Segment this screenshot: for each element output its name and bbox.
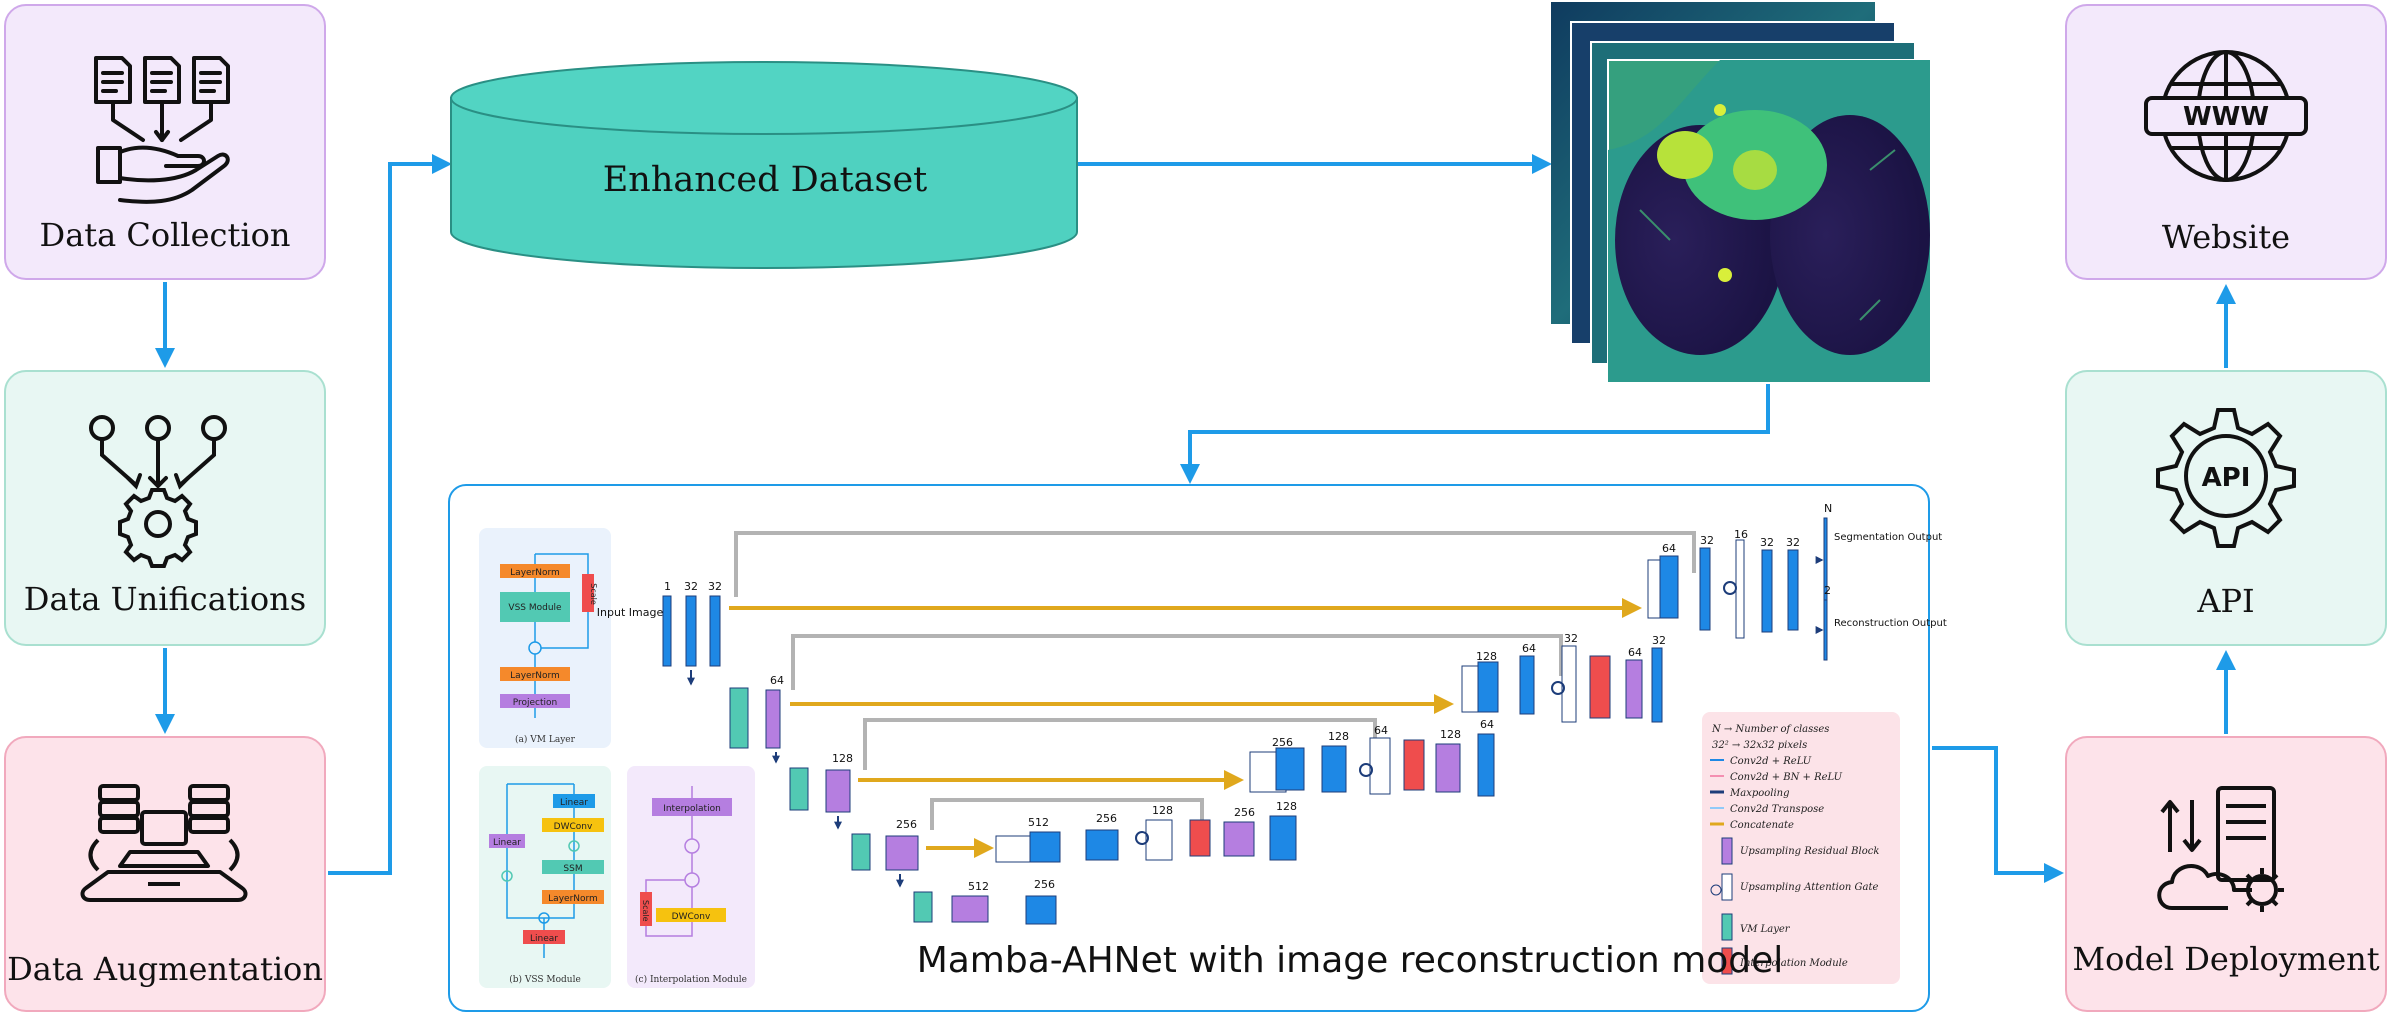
legend-text: N → Number of classes 32² → 32x32 pixels… (1711, 724, 1879, 969)
ch-32b: 32 (708, 580, 722, 593)
legend-vm-layer: VM Layer (1740, 924, 1791, 935)
data-collection-label: Data Collection (39, 216, 291, 254)
legend-conv-transpose: Conv2d Transpose (1730, 804, 1824, 815)
vss-dwconv: DWConv (554, 822, 593, 832)
ch-1: 1 (664, 580, 671, 593)
interp-dwconv: DWConv (672, 912, 711, 922)
ch-128f: 128 (1476, 650, 1497, 663)
documents-hand-icon (94, 56, 230, 204)
data-unifications-box: Data Unifications (4, 370, 326, 646)
ch-2: 2 (1824, 584, 1831, 597)
ch-32f: 32 (1760, 536, 1774, 549)
segmentation-output-label: Segmentation Output (1834, 532, 1942, 543)
ch-256: 256 (896, 818, 917, 831)
api-box: API (2065, 370, 2387, 646)
model-title: Mamba-AHNet with image reconstruction mo… (916, 940, 1784, 981)
ch-N: N (1824, 502, 1832, 515)
website-label: Website (2161, 218, 2291, 256)
vss-linear-left: Linear (493, 838, 521, 848)
arrow-augmentation-to-dataset (328, 154, 452, 875)
input-image-label: Input Image (597, 606, 664, 619)
network-channel-labels: 1 32 32 64 128 256 512 256 512 256 128 2… (664, 502, 1832, 893)
api-gear-icon (2156, 408, 2296, 548)
ch-128c: 128 (1276, 800, 1297, 813)
ch-64f: 64 (1662, 542, 1676, 555)
api-badge-text: API (2202, 463, 2251, 493)
legend-conv-relu: Conv2d + ReLU (1730, 756, 1812, 767)
ch-64e: 64 (1628, 646, 1642, 659)
interp-interpolation: Interpolation (663, 804, 721, 814)
ch-128: 128 (832, 752, 853, 765)
ch-128e: 128 (1440, 728, 1461, 741)
ch-512a: 512 (968, 880, 989, 893)
vm-scale: Scale (589, 583, 598, 605)
augmentation-server-icon (80, 784, 248, 902)
ch-256e: 256 (1272, 736, 1293, 749)
ct-scan-stack (1551, 2, 1931, 383)
vss-caption: (b) VSS Module (509, 974, 581, 985)
data-unifications-label: Data Unifications (23, 580, 307, 618)
www-badge-text: WWW (2183, 102, 2269, 132)
interp-module-inset (627, 766, 755, 988)
vss-linear2: Linear (530, 934, 558, 944)
vm-layer-inset (479, 528, 611, 748)
ch-256c: 256 (1096, 812, 1117, 825)
vm-layernorm2: LayerNorm (510, 671, 560, 681)
ch-128b: 128 (1152, 804, 1173, 817)
model-deployment-label: Model Deployment (2072, 940, 2380, 978)
ch-32d: 32 (1652, 634, 1666, 647)
deployment-cloud-server-icon (2157, 786, 2284, 912)
vm-layernorm1: LayerNorm (510, 568, 560, 578)
legend-interpolation-module: Interpolation Module (1739, 958, 1848, 969)
vss-ssm: SSM (563, 864, 582, 874)
network-skip-connections (729, 531, 1696, 858)
interp-caption: (c) Interpolation Module (635, 974, 747, 985)
ch-16: 16 (1734, 528, 1748, 541)
arrow-scans-to-model (1180, 384, 1770, 484)
vss-module-inset (479, 766, 611, 988)
interp-scale: Scale (641, 900, 650, 922)
vss-linear1: Linear (560, 798, 588, 808)
ch-64b: 64 (1374, 724, 1388, 737)
ct-scan-front (1607, 59, 1931, 383)
reconstruction-output-label: Reconstruction Output (1834, 618, 1947, 629)
vm-caption: (a) VM Layer (515, 734, 576, 745)
ch-32e: 32 (1700, 534, 1714, 547)
enhanced-dataset-cylinder (450, 61, 1078, 269)
enhanced-dataset-label: Enhanced Dataset (602, 160, 928, 200)
api-label: API (2197, 582, 2255, 620)
ch-32a: 32 (684, 580, 698, 593)
data-collection-box: Data Collection (4, 4, 326, 280)
vm-projection: Projection (513, 698, 558, 708)
ch-128d: 128 (1328, 730, 1349, 743)
legend-upsampling-attention: Upsampling Attention Gate (1740, 882, 1878, 893)
unification-gear-icon (89, 415, 227, 568)
legend-concatenate: Concatenate (1730, 820, 1794, 831)
data-augmentation-label: Data Augmentation (7, 950, 323, 988)
legend-maxpooling: Maxpooling (1729, 788, 1790, 799)
ch-32g: 32 (1786, 536, 1800, 549)
legend-n-classes: N → Number of classes (1711, 724, 1829, 735)
legend-pixels: 32² → 32x32 pixels (1712, 740, 1807, 751)
website-globe-icon (2144, 50, 2308, 182)
vss-layernorm: LayerNorm (548, 894, 598, 904)
vm-vss-module: VSS Module (508, 603, 562, 613)
legend-upsampling-residual: Upsampling Residual Block (1740, 846, 1879, 857)
network-blocks (662, 517, 1828, 925)
legend-panel (1702, 712, 1900, 984)
ch-256d: 256 (1234, 806, 1255, 819)
ch-256b: 256 (1034, 878, 1055, 891)
arrow-model-to-deployment (1932, 746, 2064, 883)
model-deployment-box: Model Deployment (2065, 736, 2387, 1012)
ch-64d: 64 (1522, 642, 1536, 655)
network-arrows (687, 556, 1824, 888)
ch-64c: 64 (1480, 718, 1494, 731)
legend-conv-bn-relu: Conv2d + BN + ReLU (1730, 772, 1843, 783)
flow-arrows (155, 154, 2236, 883)
ch-512b: 512 (1028, 816, 1049, 829)
ch-64: 64 (770, 674, 784, 687)
ch-32c: 32 (1564, 632, 1578, 645)
